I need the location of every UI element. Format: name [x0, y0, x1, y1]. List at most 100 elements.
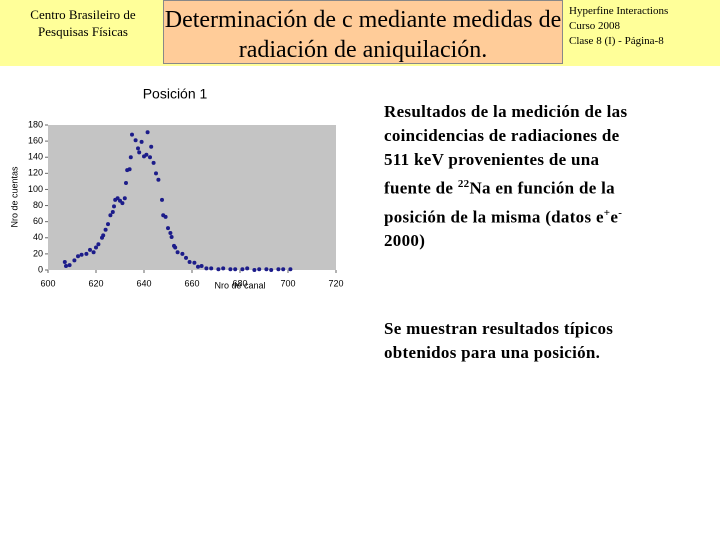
institution: Centro Brasileiro de Pesquisas Físicas — [30, 7, 136, 39]
data-point — [136, 146, 140, 151]
data-point — [154, 171, 158, 176]
data-point — [103, 227, 108, 232]
y-tick-label: 60 — [33, 216, 43, 226]
data-point — [233, 267, 238, 272]
course-line: Hyperfine Interactions — [569, 5, 669, 17]
data-point — [168, 230, 173, 235]
data-point — [257, 267, 262, 272]
y-tick-label: 40 — [33, 232, 43, 242]
data-point — [133, 138, 138, 143]
data-point — [145, 130, 150, 135]
data-point — [204, 266, 209, 271]
data-point — [276, 267, 281, 272]
x-tick-label: 600 — [40, 278, 55, 288]
data-point — [281, 267, 286, 272]
paragraph: Resultados de la medición de las coincid… — [384, 100, 642, 253]
data-point — [180, 251, 185, 256]
slide-title: Determinación de c mediante medidas de r… — [163, 0, 563, 64]
data-point — [240, 267, 245, 272]
y-tick-label: 180 — [28, 119, 43, 129]
chart: Posición 1 Nro de canal Nro de cuentas 0… — [9, 86, 343, 291]
x-tick-label: 620 — [88, 278, 103, 288]
data-point — [175, 250, 180, 255]
data-point — [91, 250, 96, 255]
data-point — [288, 267, 293, 272]
text: 2000) — [384, 231, 426, 251]
data-point — [221, 266, 226, 271]
data-point — [199, 263, 204, 268]
data-point — [76, 254, 80, 259]
data-point — [245, 266, 250, 271]
text: e — [610, 207, 619, 227]
data-point — [169, 234, 174, 239]
data-point — [94, 245, 98, 250]
x-tick-label: 640 — [136, 278, 151, 288]
data-point — [163, 214, 168, 219]
superscript: 22 — [457, 178, 470, 190]
x-tick-label: 660 — [184, 278, 199, 288]
y-tick-label: 0 — [38, 264, 43, 274]
x-tick-label: 680 — [232, 278, 247, 288]
paragraph: Se muestran resultados típicos obtenidos… — [384, 319, 614, 362]
data-point — [228, 267, 233, 272]
data-point — [184, 255, 188, 260]
data-point — [112, 204, 116, 209]
data-point — [209, 266, 214, 271]
text: Na en función de la posición de la misma… — [384, 178, 615, 227]
y-tick-label: 20 — [33, 248, 43, 258]
text: Resultados de la medición de las coincid… — [384, 102, 628, 198]
data-point — [88, 247, 92, 252]
course-line: Curso 2008 — [569, 20, 621, 32]
data-point — [187, 259, 192, 264]
data-point — [139, 139, 144, 144]
data-point — [96, 242, 101, 247]
data-point — [79, 252, 84, 257]
chart-title: Posición 1 — [143, 86, 208, 102]
data-point — [101, 233, 106, 238]
data-point — [151, 160, 156, 165]
data-point — [110, 210, 115, 214]
data-point — [106, 222, 110, 227]
plot-area — [48, 125, 336, 270]
data-point — [144, 152, 149, 157]
y-tick-label: 120 — [28, 168, 43, 178]
y-tick-label: 140 — [28, 152, 43, 162]
data-point — [128, 155, 133, 160]
data-point — [156, 177, 161, 182]
y-tick-label: 160 — [28, 135, 43, 145]
superscript: + — [603, 206, 611, 219]
data-point — [127, 167, 132, 172]
x-tick-label: 700 — [280, 278, 295, 288]
data-point — [149, 144, 154, 149]
data-point — [252, 268, 257, 272]
data-point — [72, 258, 77, 263]
data-point — [62, 259, 67, 264]
data-point — [84, 251, 89, 256]
data-point — [166, 226, 170, 231]
data-point — [124, 181, 128, 185]
data-point — [122, 196, 127, 201]
data-point — [137, 150, 142, 155]
data-point — [160, 197, 164, 202]
data-point — [108, 213, 113, 218]
superscript: - — [618, 206, 623, 219]
data-point — [173, 245, 178, 250]
data-point — [196, 264, 200, 269]
data-point — [67, 263, 72, 268]
data-point — [64, 263, 68, 268]
data-point — [120, 201, 125, 206]
data-point — [269, 268, 274, 272]
y-axis-label: Nro de cuentas — [9, 166, 19, 228]
course-info: Hyperfine Interactions Curso 2008 Clase … — [569, 4, 668, 49]
y-tick-label: 100 — [28, 184, 43, 194]
data-point — [192, 260, 197, 265]
y-tick-label: 80 — [33, 200, 43, 210]
x-axis-label: Nro de canal — [214, 280, 265, 290]
data-point — [264, 267, 269, 272]
data-point — [130, 132, 134, 137]
x-tick-label: 720 — [328, 278, 343, 288]
data-point — [148, 155, 152, 160]
data-point — [216, 267, 221, 272]
course-line: Clase 8 (I) - Página-8 — [569, 35, 664, 47]
